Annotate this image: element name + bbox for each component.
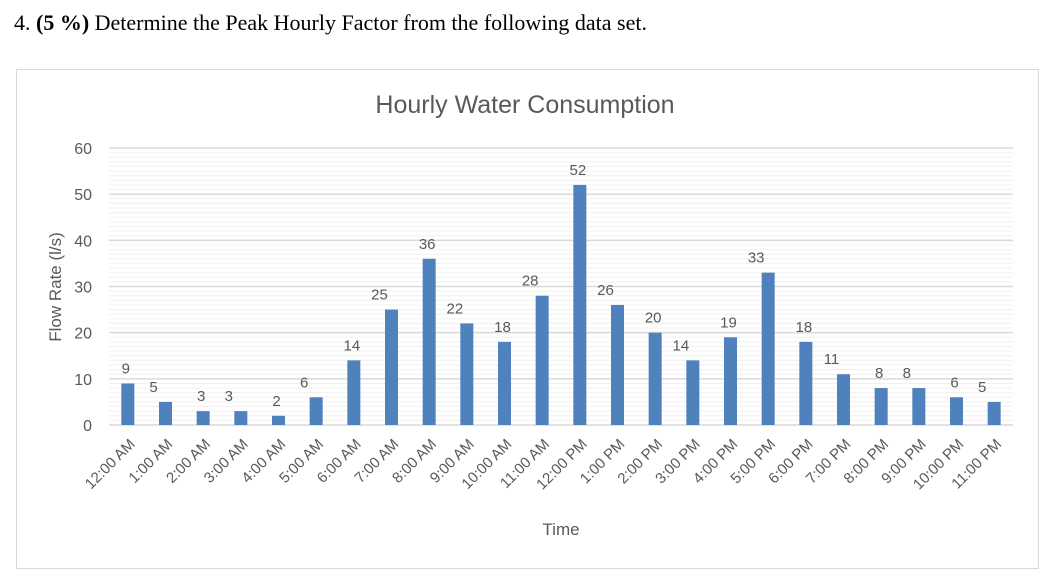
data-label: 3 — [197, 388, 205, 405]
data-label: 14 — [672, 337, 689, 354]
chart-title: Hourly Water Consumption — [375, 91, 674, 119]
data-label: 20 — [645, 310, 662, 327]
bar — [912, 388, 926, 425]
question-text: 4. (5 %) Determine the Peak Hourly Facto… — [14, 10, 647, 36]
data-label: 9 — [122, 360, 130, 377]
bar — [799, 341, 813, 425]
data-label: 11 — [824, 351, 840, 368]
bar — [874, 388, 888, 425]
bar — [761, 272, 775, 425]
y-tick-label: 60 — [74, 141, 92, 158]
y-tick-label: 40 — [74, 233, 92, 250]
bar — [837, 374, 850, 425]
bar — [987, 401, 1001, 425]
bar — [686, 360, 700, 425]
question-number: 4. — [14, 10, 31, 35]
data-label: 25 — [371, 287, 388, 304]
bar — [159, 401, 172, 425]
bar — [347, 360, 361, 425]
data-label: 19 — [720, 314, 737, 331]
y-axis-label: Flow Rate (l/s) — [46, 232, 65, 342]
x-tick-label: 12:00 AM — [82, 436, 139, 493]
data-label: 52 — [569, 162, 586, 179]
data-label: 36 — [419, 236, 436, 253]
bar — [309, 397, 323, 425]
data-label: 2 — [272, 393, 280, 410]
y-tick-label: 30 — [74, 280, 92, 297]
data-label: 6 — [300, 374, 308, 391]
bar — [196, 411, 210, 425]
bar — [460, 323, 474, 425]
bar — [950, 397, 963, 425]
data-label: 28 — [522, 273, 539, 290]
data-label: 14 — [343, 337, 360, 354]
chart-frame — [16, 69, 1039, 569]
data-label: 8 — [875, 365, 883, 382]
bar — [573, 184, 587, 425]
y-tick-label: 20 — [74, 326, 92, 343]
data-label: 6 — [950, 374, 958, 391]
data-label: 33 — [748, 250, 765, 267]
y-tick-label: 0 — [83, 418, 92, 435]
data-label: 3 — [225, 388, 233, 405]
y-tick-label: 10 — [74, 372, 92, 389]
data-label: 5 — [149, 379, 157, 396]
bar — [121, 383, 135, 425]
y-tick-label: 50 — [74, 187, 92, 204]
bar — [422, 258, 436, 425]
bar — [535, 295, 549, 425]
data-label: 8 — [903, 365, 911, 382]
bar — [385, 309, 398, 425]
bar — [724, 337, 737, 425]
bar — [234, 411, 248, 425]
bar — [498, 341, 511, 425]
bar — [648, 332, 662, 425]
question-body: Determine the Peak Hourly Factor from th… — [94, 10, 647, 35]
question-weight: (5 %) — [36, 10, 90, 35]
data-label: 5 — [978, 379, 986, 396]
data-label: 22 — [446, 300, 463, 317]
data-label: 18 — [795, 319, 812, 336]
data-label: 18 — [494, 319, 511, 336]
x-axis-label: Time — [542, 520, 579, 539]
bar — [272, 415, 285, 425]
bar — [611, 304, 624, 425]
data-label: 26 — [597, 282, 614, 299]
